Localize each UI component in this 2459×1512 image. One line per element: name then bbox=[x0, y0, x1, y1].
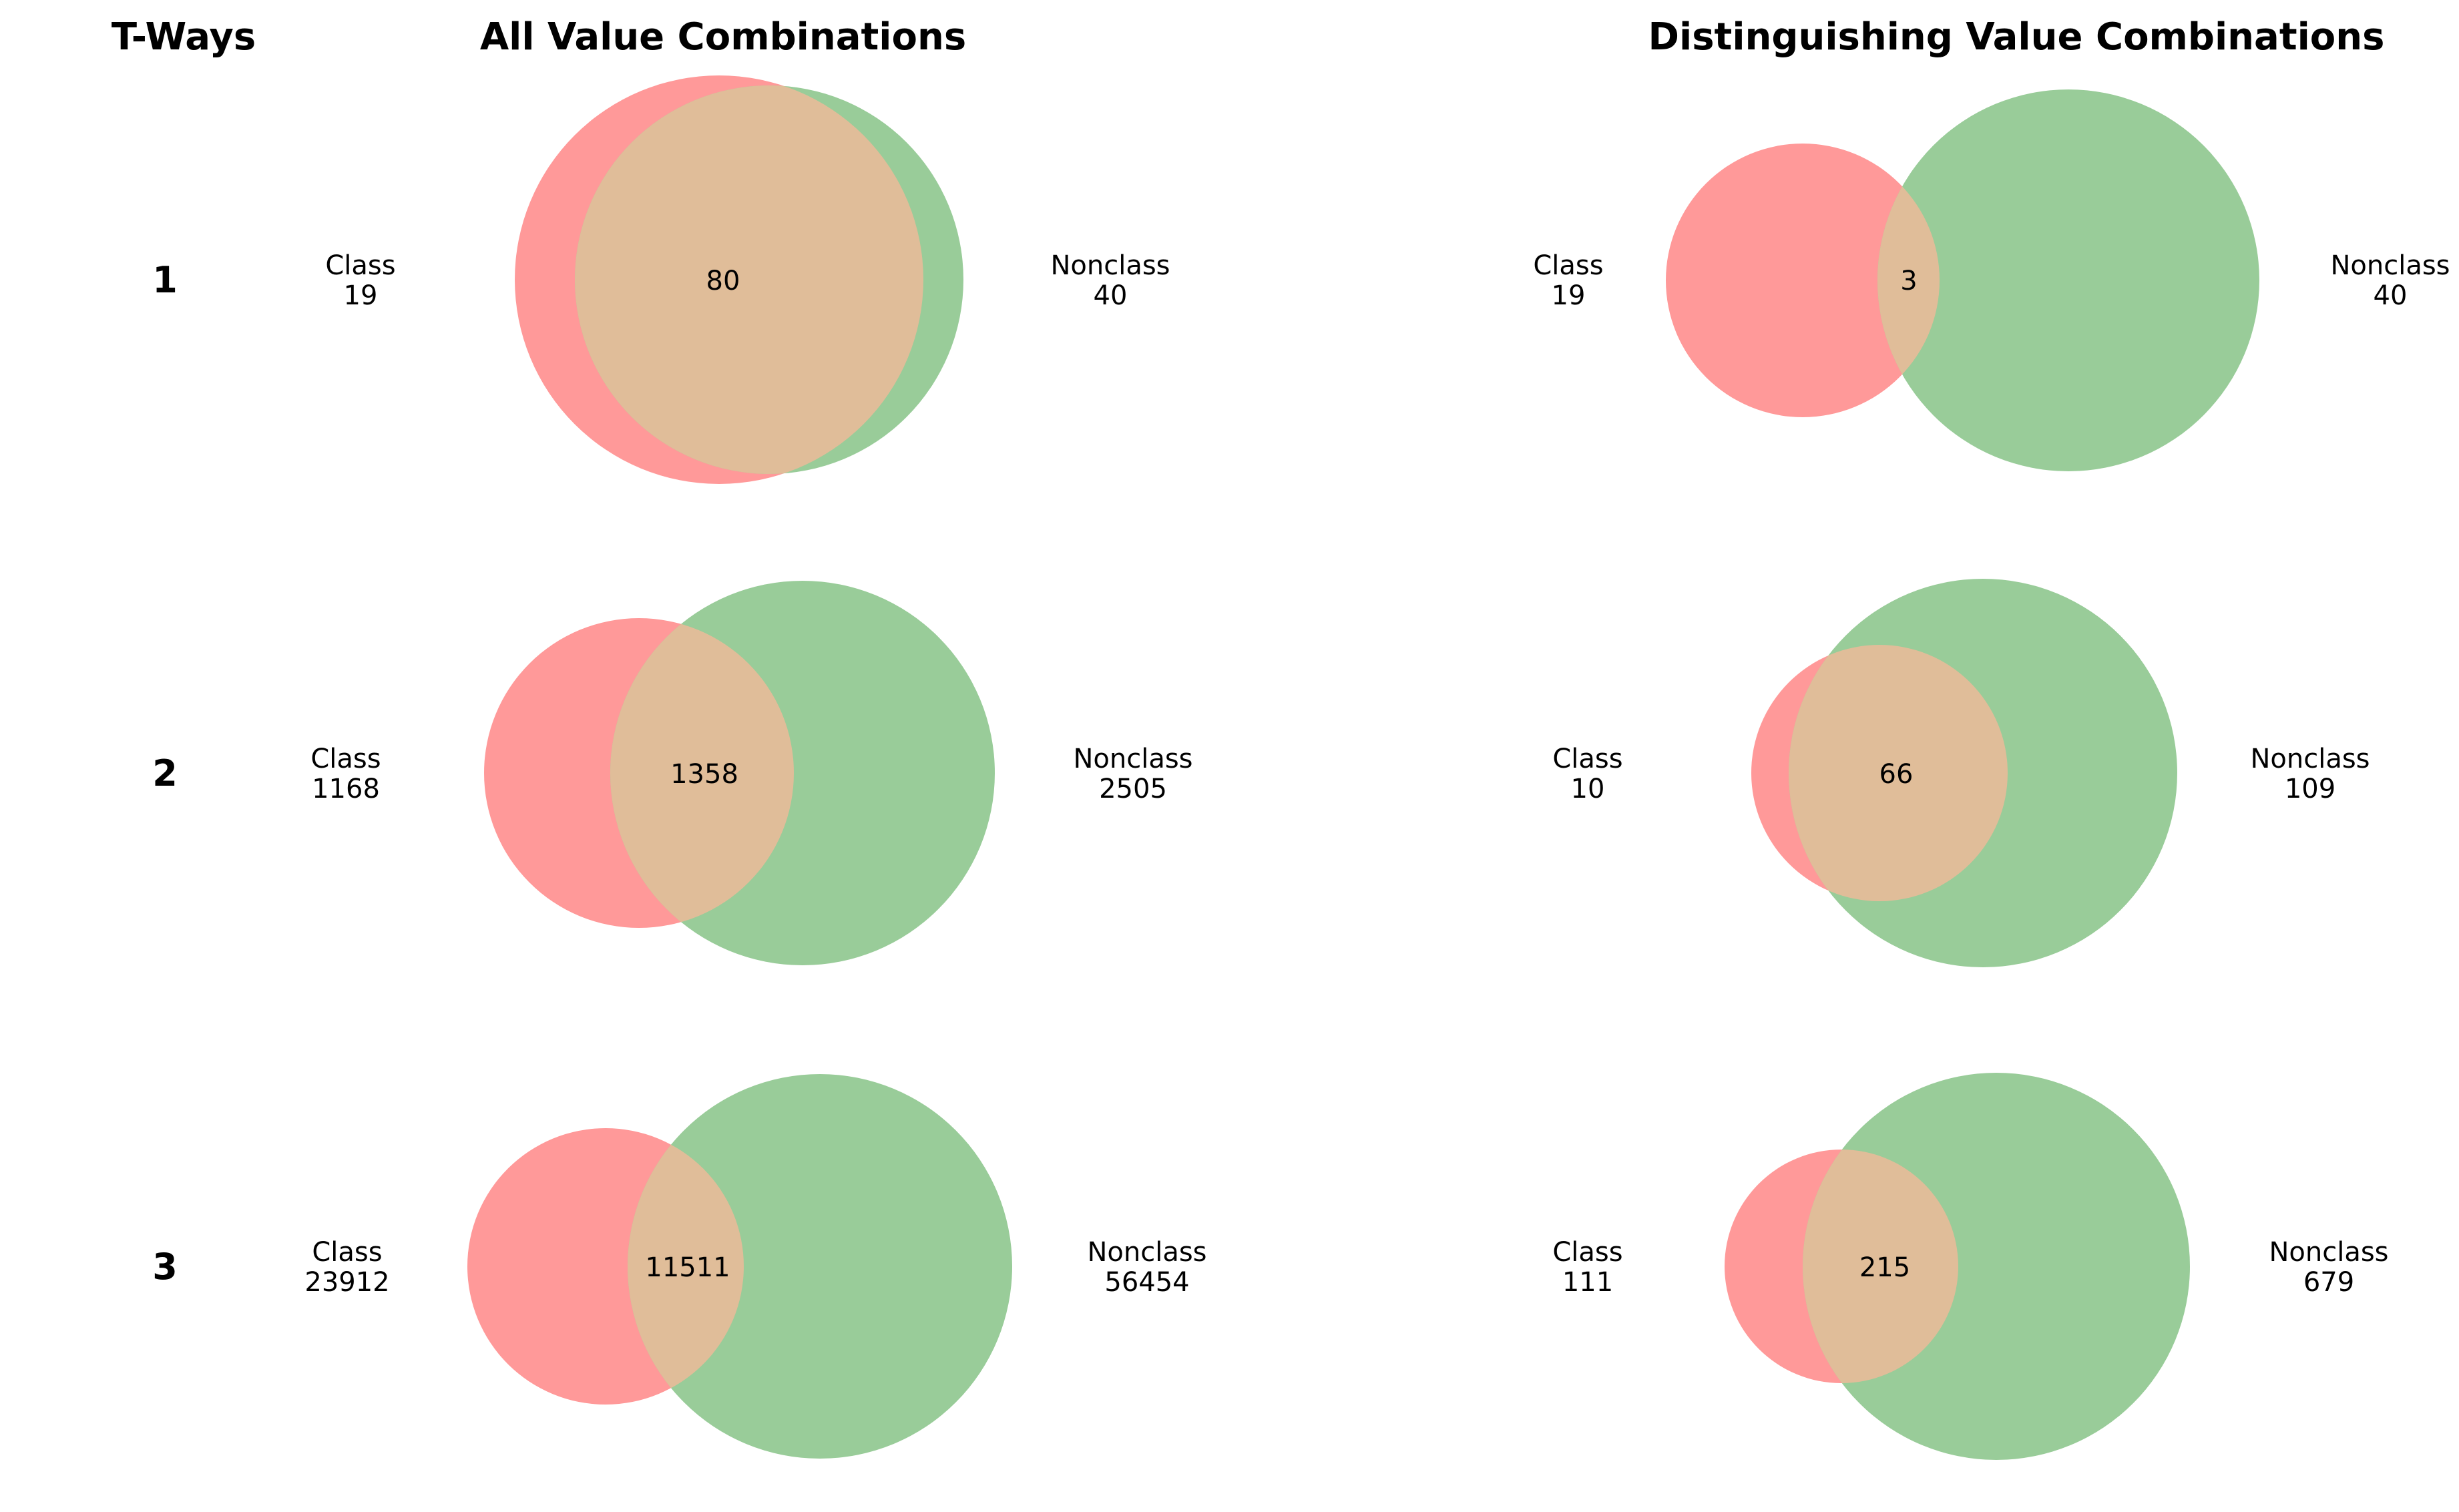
overlap-region bbox=[610, 618, 794, 928]
nonclass-only-count: 56454 bbox=[1104, 1267, 1189, 1298]
nonclass-circle bbox=[628, 1074, 1012, 1459]
nonclass-only-count: 109 bbox=[2285, 774, 2335, 804]
all-combinations-header: All Value Combinations bbox=[480, 15, 966, 59]
class-only-count: 23912 bbox=[304, 1267, 389, 1298]
class-label: Class bbox=[1552, 744, 1622, 774]
overlap-region bbox=[1789, 645, 2008, 901]
class-only-count: 10 bbox=[1571, 774, 1605, 804]
class-only-count: 111 bbox=[1562, 1267, 1613, 1298]
intersection-count: 3 bbox=[1900, 266, 1917, 296]
venn-all-tway-3: Class 23912 11511 Nonclass 56454 bbox=[304, 1074, 1207, 1459]
overlap-region bbox=[1803, 1150, 1958, 1383]
class-only-count: 1168 bbox=[312, 774, 380, 804]
distinguishing-combinations-header: Distinguishing Value Combinations bbox=[1648, 15, 2385, 59]
venn-all-tway-1: Class 19 80 Nonclass 40 bbox=[325, 75, 1170, 484]
nonclass-label: Nonclass bbox=[2330, 250, 2450, 281]
nonclass-only-count: 2505 bbox=[1099, 774, 1167, 804]
venn-all-tway-2: Class 1168 1358 Nonclass 2505 bbox=[310, 581, 1193, 965]
class-label: Class bbox=[1533, 250, 1603, 281]
nonclass-only-count: 40 bbox=[2374, 280, 2408, 311]
nonclass-only-count: 40 bbox=[1094, 280, 1128, 311]
class-circle bbox=[1666, 144, 1940, 417]
class-label: Class bbox=[325, 250, 395, 281]
class-label: Class bbox=[1552, 1237, 1622, 1268]
venn-distinguishing-tway-3: Class 111 215 Nonclass 679 bbox=[1552, 1073, 2389, 1460]
tway-label-1: 1 bbox=[152, 259, 178, 301]
nonclass-label: Nonclass bbox=[1087, 1237, 1206, 1268]
class-only-count: 19 bbox=[344, 280, 378, 311]
class-label: Class bbox=[312, 1237, 382, 1268]
intersection-count: 80 bbox=[706, 266, 740, 296]
intersection-count: 66 bbox=[1879, 759, 1914, 790]
nonclass-label: Nonclass bbox=[2269, 1237, 2388, 1268]
tway-label-3: 3 bbox=[152, 1246, 178, 1288]
intersection-count: 1358 bbox=[670, 759, 738, 790]
tway-label-2: 2 bbox=[152, 752, 178, 794]
nonclass-label: Nonclass bbox=[1073, 744, 1192, 774]
intersection-count: 215 bbox=[1859, 1252, 1910, 1283]
tways-header: T-Ways bbox=[111, 15, 256, 59]
class-label: Class bbox=[310, 744, 381, 774]
nonclass-only-count: 679 bbox=[2303, 1267, 2354, 1298]
venn-distinguishing-tway-1: Class 19 3 Nonclass 40 bbox=[1533, 89, 2450, 471]
venn-distinguishing-tway-2: Class 10 66 Nonclass 109 bbox=[1552, 579, 2370, 967]
overlap-region bbox=[575, 85, 923, 474]
nonclass-label: Nonclass bbox=[1050, 250, 1170, 281]
nonclass-label: Nonclass bbox=[2250, 744, 2370, 774]
class-only-count: 19 bbox=[1552, 280, 1586, 311]
intersection-count: 11511 bbox=[645, 1252, 730, 1283]
nonclass-circle bbox=[1877, 89, 2259, 471]
